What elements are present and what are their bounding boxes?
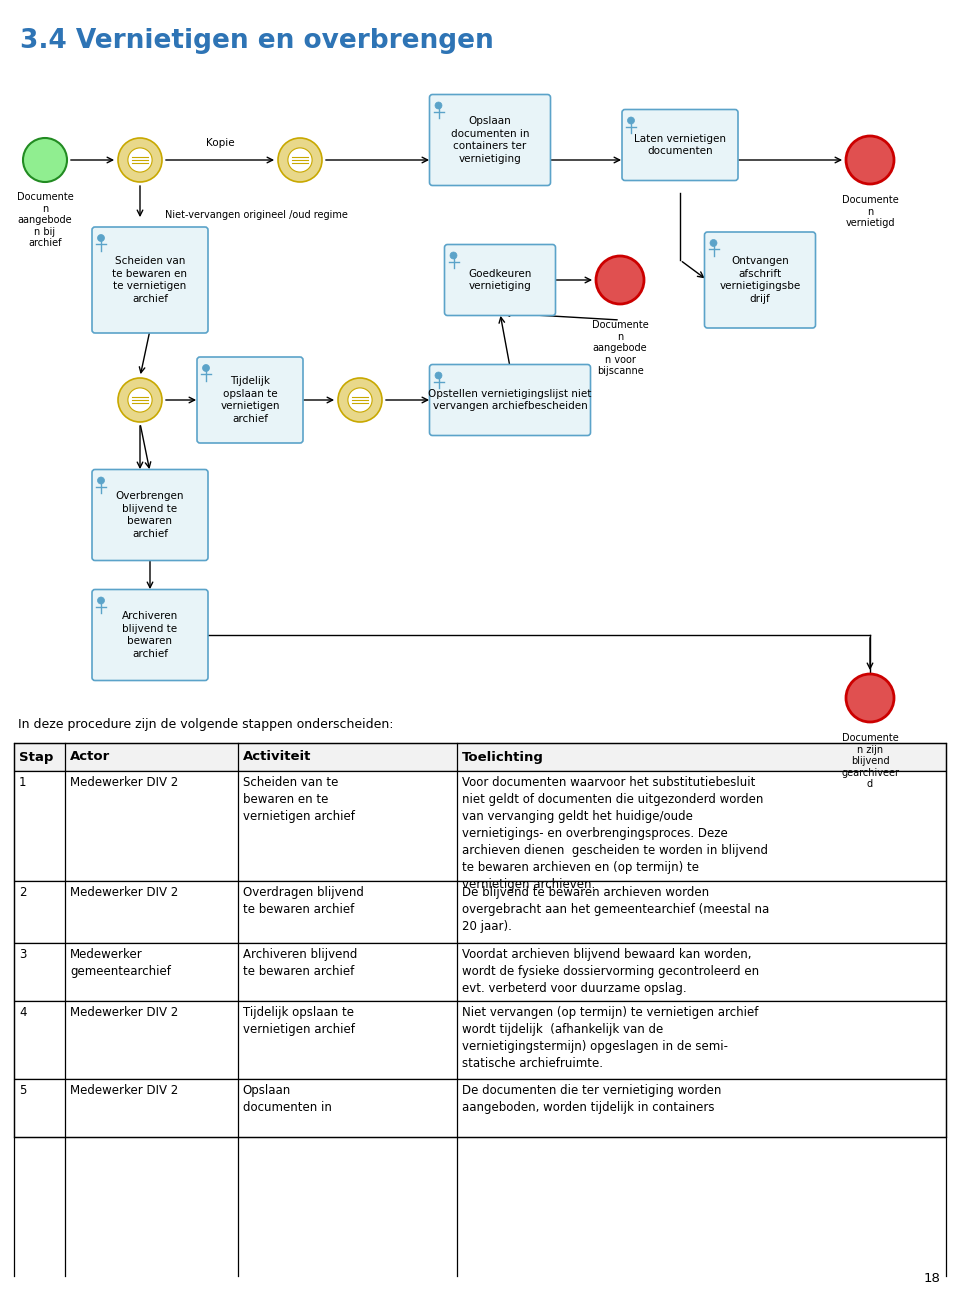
Text: 5: 5 [19,1084,26,1096]
Text: 2: 2 [19,886,27,899]
Text: Overbrengen
blijvend te
bewaren
archief: Overbrengen blijvend te bewaren archief [116,491,184,539]
Circle shape [118,378,162,422]
Text: Overdragen blijvend
te bewaren archief: Overdragen blijvend te bewaren archief [243,886,364,916]
Circle shape [348,388,372,412]
Text: Stap: Stap [19,751,54,764]
FancyBboxPatch shape [429,365,590,436]
Circle shape [278,138,322,182]
Circle shape [450,252,457,259]
Circle shape [23,138,67,182]
Bar [14,881,946,943]
Text: Medewerker DIV 2: Medewerker DIV 2 [70,1006,179,1019]
Circle shape [846,673,894,722]
Circle shape [435,102,442,108]
Text: Documente
n
aangebode
n voor
bijscanne: Documente n aangebode n voor bijscanne [591,320,648,377]
Text: Medewerker
gemeentearchief: Medewerker gemeentearchief [70,948,171,978]
Text: Opstellen vernietigingslijst niet
vervangen archiefbescheiden: Opstellen vernietigingslijst niet vervan… [428,388,591,412]
FancyBboxPatch shape [622,110,738,181]
Text: De blijvend te bewaren archieven worden
overgebracht aan het gemeentearchief (me: De blijvend te bewaren archieven worden … [462,886,769,933]
Text: Opslaan
documenten in: Opslaan documenten in [243,1084,331,1115]
Circle shape [128,388,152,412]
Text: Tijdelijk
opslaan te
vernietigen
archief: Tijdelijk opslaan te vernietigen archief [220,377,279,423]
Circle shape [98,477,105,484]
Circle shape [128,148,152,172]
Circle shape [338,378,382,422]
Circle shape [98,597,105,604]
Text: Activiteit: Activiteit [243,751,311,764]
Text: Scheiden van te
bewaren en te
vernietigen archief: Scheiden van te bewaren en te vernietige… [243,777,354,823]
Text: Goedkeuren
vernietiging: Goedkeuren vernietiging [468,268,532,292]
FancyBboxPatch shape [705,232,815,328]
Text: Niet vervangen (op termijn) te vernietigen archief
wordt tijdelijk  (afhankelijk: Niet vervangen (op termijn) te vernietig… [462,1006,758,1069]
Text: Medewerker DIV 2: Medewerker DIV 2 [70,1084,179,1096]
Circle shape [203,365,209,372]
Text: Niet-vervangen origineel /oud regime: Niet-vervangen origineel /oud regime [165,210,348,221]
FancyBboxPatch shape [429,94,550,186]
Text: 4: 4 [19,1006,27,1019]
Text: Documente
n
vernietigd: Documente n vernietigd [842,195,899,228]
Text: 3.4 Vernietigen en overbrengen: 3.4 Vernietigen en overbrengen [20,28,493,54]
Bar [14,1001,946,1078]
Text: Scheiden van
te bewaren en
te vernietigen
archief: Scheiden van te bewaren en te vernietige… [112,257,187,303]
Text: Medewerker DIV 2: Medewerker DIV 2 [70,886,179,899]
Text: Laten vernietigen
documenten: Laten vernietigen documenten [634,134,726,156]
Bar [14,943,946,1001]
Text: Medewerker DIV 2: Medewerker DIV 2 [70,777,179,789]
Text: 3: 3 [19,948,26,961]
Text: Tijdelijk opslaan te
vernietigen archief: Tijdelijk opslaan te vernietigen archief [243,1006,354,1036]
Text: Actor: Actor [70,751,110,764]
Text: Kopie: Kopie [205,138,234,148]
FancyBboxPatch shape [197,357,303,442]
Text: Ontvangen
afschrift
vernietigingsbe
drijf: Ontvangen afschrift vernietigingsbe drij… [719,257,801,303]
Bar [14,743,946,771]
Circle shape [118,138,162,182]
Circle shape [288,148,312,172]
Circle shape [435,372,442,379]
Text: Archiveren blijvend
te bewaren archief: Archiveren blijvend te bewaren archief [243,948,357,978]
Circle shape [596,255,644,304]
Circle shape [628,117,635,124]
Text: Toelichting: Toelichting [462,751,543,764]
Circle shape [846,135,894,184]
Text: Voor documenten waarvoor het substitutiebesluit
niet geldt of documenten die uit: Voor documenten waarvoor het substitutie… [462,777,768,891]
Text: 18: 18 [924,1272,940,1285]
FancyBboxPatch shape [92,470,208,560]
FancyBboxPatch shape [92,227,208,333]
Circle shape [98,235,105,241]
Text: Documente
n zijn
blijvend
gearchiveer
d: Documente n zijn blijvend gearchiveer d [841,733,899,789]
Bar [14,1078,946,1136]
Text: De documenten die ter vernietiging worden
aangeboden, worden tijdelijk in contai: De documenten die ter vernietiging worde… [462,1084,721,1115]
FancyBboxPatch shape [92,590,208,681]
Text: Archiveren
blijvend te
bewaren
archief: Archiveren blijvend te bewaren archief [122,611,179,659]
Circle shape [710,240,717,246]
Text: 1: 1 [19,777,27,789]
Text: Voordat archieven blijvend bewaard kan worden,
wordt de fysieke dossiervorming g: Voordat archieven blijvend bewaard kan w… [462,948,758,995]
FancyBboxPatch shape [444,245,556,316]
Bar [14,771,946,881]
Text: Opslaan
documenten in
containers ter
vernietiging: Opslaan documenten in containers ter ver… [451,116,529,164]
Text: In deze procedure zijn de volgende stappen onderscheiden:: In deze procedure zijn de volgende stapp… [18,719,394,731]
Text: Documente
n
aangebode
n bij
archief: Documente n aangebode n bij archief [16,192,73,249]
